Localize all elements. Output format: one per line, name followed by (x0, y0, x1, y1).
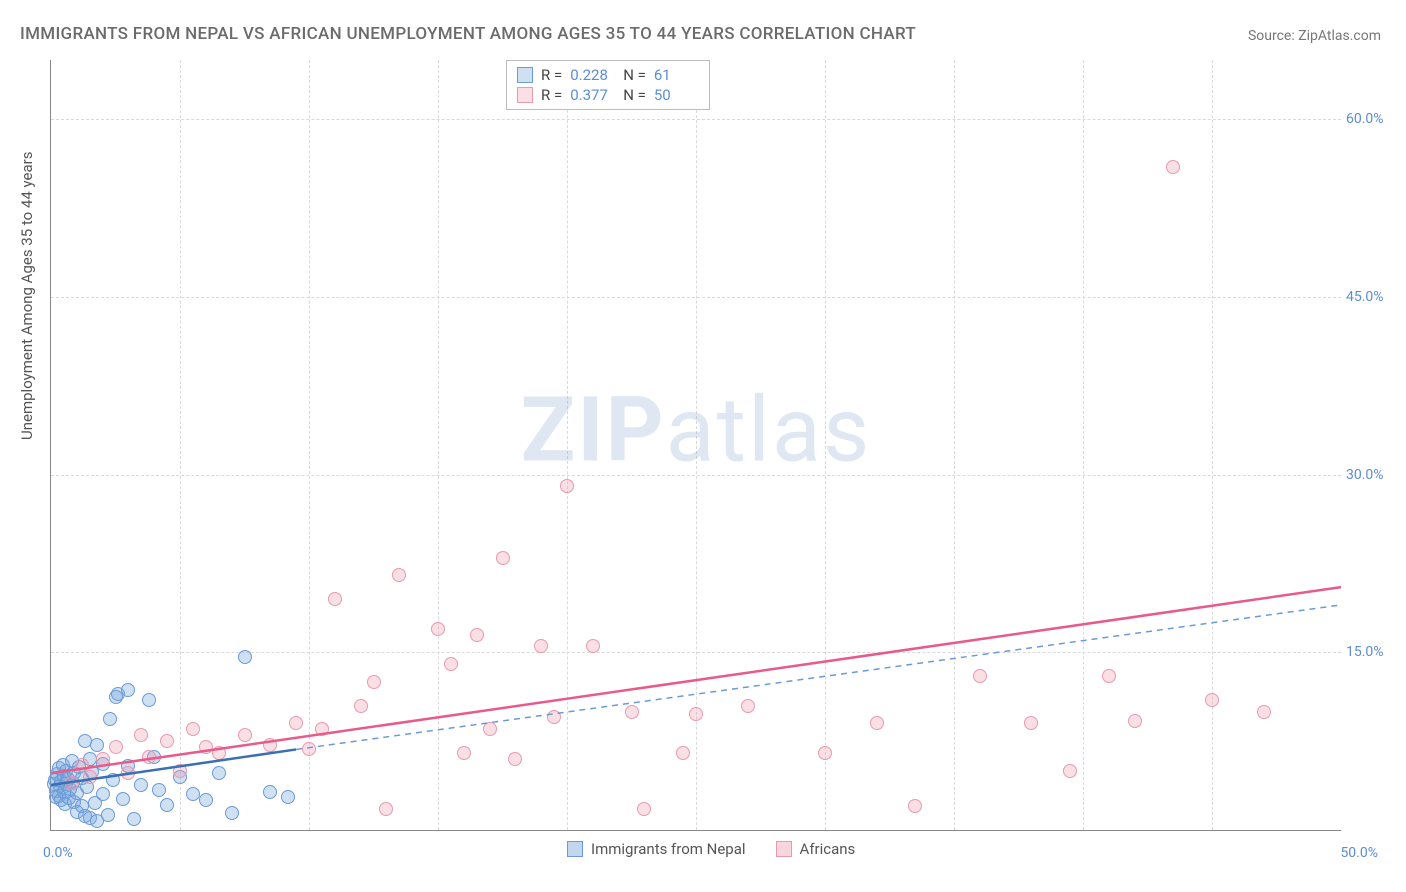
legend-swatch (776, 841, 792, 857)
y-axis-label: Unemployment Among Ages 35 to 44 years (18, 152, 36, 440)
x-tick-min: 0.0% (43, 845, 73, 861)
r-value-series1: 0.228 (570, 65, 615, 85)
r-label: R = (541, 65, 562, 85)
chart-title: IMMIGRANTS FROM NEPAL VS AFRICAN UNEMPLO… (20, 24, 916, 44)
source-name: ZipAtlas.com (1298, 28, 1381, 44)
legend-row-series1: R = 0.228 N = 61 (517, 65, 699, 85)
regression-line (51, 587, 1341, 773)
source-attribution: Source: ZipAtlas.com (1248, 28, 1381, 44)
series-legend: Immigrants from Nepal Africans (561, 840, 861, 858)
regression-lines (51, 60, 1341, 830)
legend-row-series2: R = 0.377 N = 50 (517, 85, 699, 105)
correlation-legend: R = 0.228 N = 61 R = 0.377 N = 50 (506, 60, 710, 110)
legend-swatch-series2 (517, 87, 533, 103)
x-tick-max: 50.0% (1340, 845, 1378, 861)
plot-area: ZIPatlas R = 0.228 N = 61 R = 0.377 N = … (50, 60, 1341, 831)
legend-label: Immigrants from Nepal (591, 840, 746, 858)
legend-swatch (567, 841, 583, 857)
n-value-series1: 61 (654, 65, 699, 85)
n-label: N = (623, 65, 646, 85)
y-tick-label: 45.0% (1346, 289, 1401, 305)
y-tick-label: 30.0% (1346, 467, 1401, 483)
n-value-series2: 50 (654, 85, 699, 105)
y-tick-label: 60.0% (1346, 111, 1401, 127)
r-value-series2: 0.377 (570, 85, 615, 105)
source-label: Source: (1248, 28, 1295, 44)
legend-item: Immigrants from Nepal (567, 840, 746, 858)
legend-item: Africans (776, 840, 856, 858)
legend-swatch-series1 (517, 67, 533, 83)
regression-line (296, 605, 1341, 750)
legend-label: Africans (800, 840, 856, 858)
n-label: N = (623, 85, 646, 105)
r-label: R = (541, 85, 562, 105)
y-tick-label: 15.0% (1346, 644, 1401, 660)
